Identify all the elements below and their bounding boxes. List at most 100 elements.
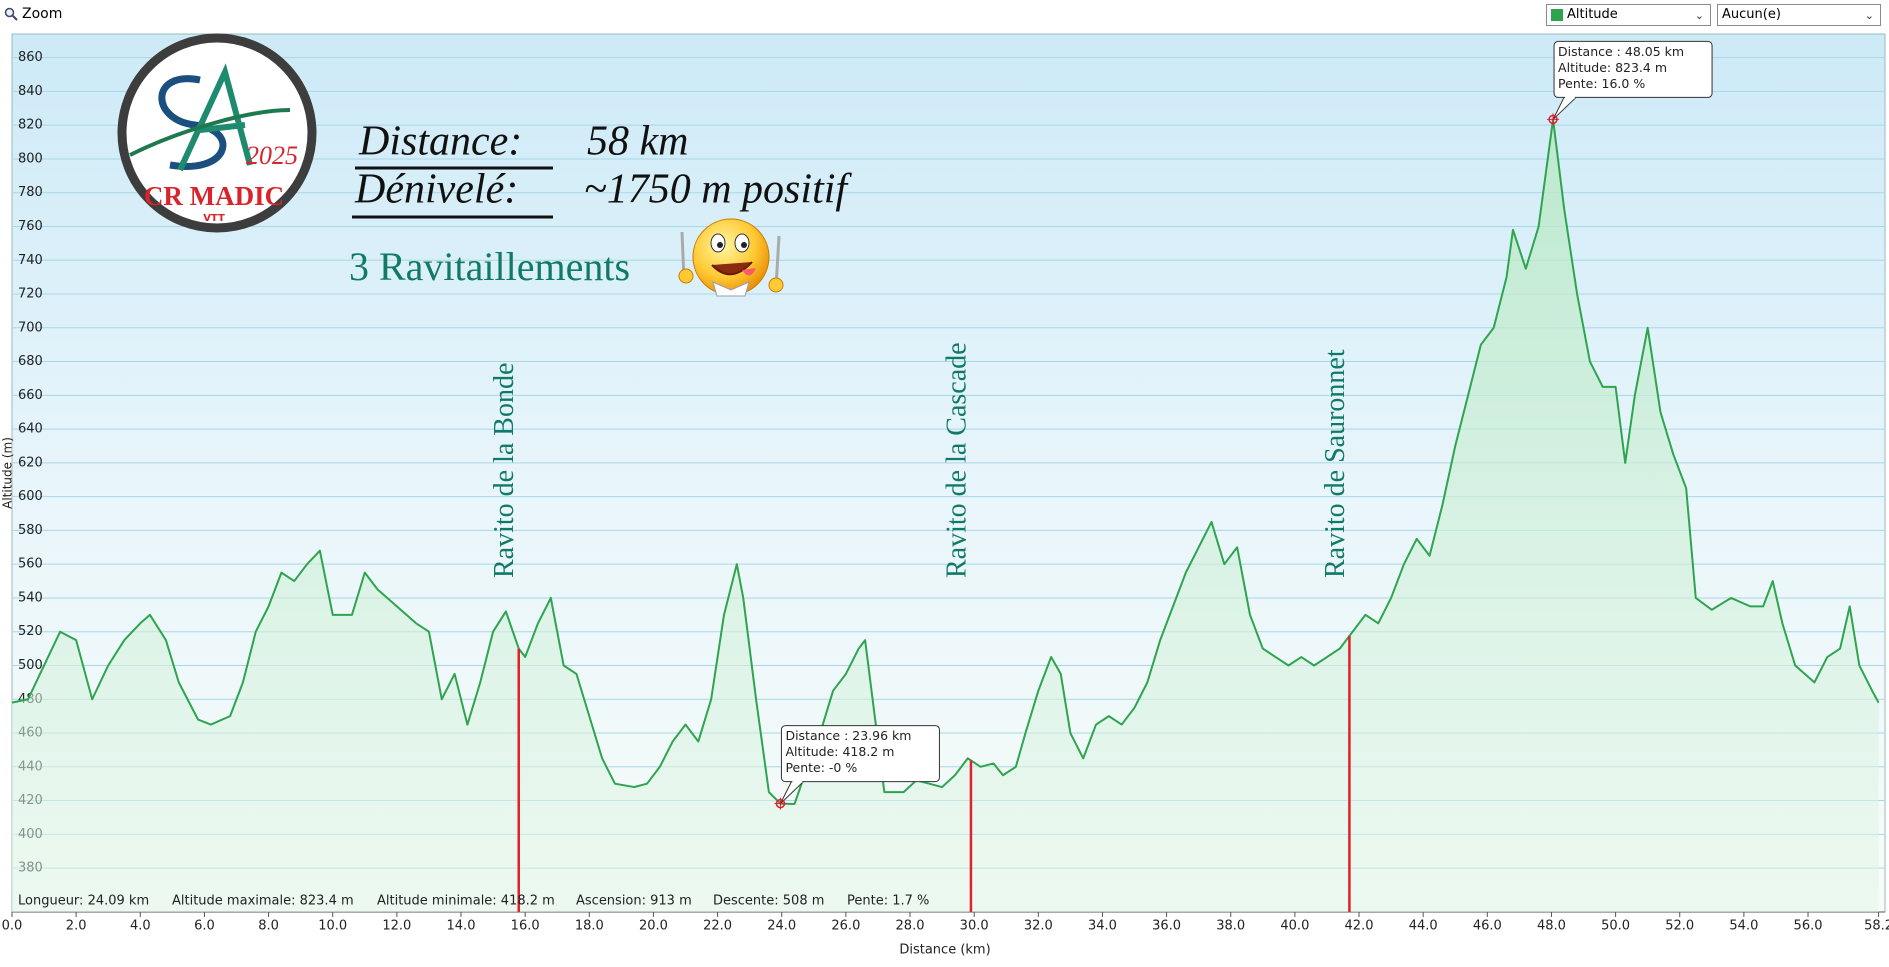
stat: Altitude maximale: 823.4 m <box>172 894 354 909</box>
overlay-text: Distance: 58 km Dénivelé: ~1750 m positi… <box>349 119 852 290</box>
x-axis-title: Distance (km) <box>899 943 990 958</box>
denivele-value: ~1750 m positif <box>584 167 852 213</box>
emoji <box>678 218 784 297</box>
zoom-label: Zoom <box>22 6 63 22</box>
logo-sub: VTT <box>203 213 225 224</box>
line <box>11 118 1880 805</box>
overlay-select[interactable]: Aucun(e) ⌄ <box>1717 4 1881 26</box>
tooltip-box <box>1553 40 1713 98</box>
select-value: Aucun(e) <box>1722 7 1781 22</box>
emoji-face <box>692 218 770 296</box>
x-tick-label: 44.0 <box>1409 919 1438 934</box>
x-tick-label: 38.0 <box>1216 919 1245 934</box>
series-select[interactable]: Altitude ⌄ <box>1546 4 1711 26</box>
x-tick-label: 56.0 <box>1794 919 1823 934</box>
y-tick-label: 700 <box>18 320 43 335</box>
zoom-icon <box>4 7 18 21</box>
x-tick-label: 8.0 <box>258 919 279 934</box>
x-tick-label: 24.0 <box>767 919 796 934</box>
x-tick-label: 40.0 <box>1280 919 1309 934</box>
stat: Pente: 1.7 % <box>847 894 929 909</box>
stat: Ascension: 913 m <box>576 894 692 909</box>
y-tick-label: 820 <box>18 118 43 133</box>
x-tick-label: 22.0 <box>703 919 732 934</box>
denivele-label: Dénivelé: <box>354 167 518 213</box>
x-tick-label: 48.0 <box>1537 919 1566 934</box>
toolbar: Zoom Altitude ⌄ Aucun(e) ⌄ <box>0 0 1889 32</box>
y-tick-label: 540 <box>18 590 43 605</box>
ravito-label: Ravito de Sauronnet <box>1320 349 1351 578</box>
x-tick-label: 58.2 <box>1864 919 1889 934</box>
ravitaillements: 3 Ravitaillements <box>349 244 630 289</box>
stat: Longueur: 24.09 km <box>18 894 149 909</box>
ravito-label: Ravito de la Bonde <box>489 363 520 578</box>
tooltip-point <box>774 797 787 810</box>
x-tick-label: 4.0 <box>130 919 151 934</box>
stat: Descente: 508 m <box>713 894 824 909</box>
tooltip-pointer-mask <box>792 780 803 783</box>
y-tick-label: 580 <box>18 523 43 538</box>
series-swatch <box>1551 9 1563 21</box>
tooltip-line: Distance : 48.05 km <box>1558 44 1684 59</box>
y-tick-label: 660 <box>18 388 43 403</box>
emoji-bib <box>712 281 750 297</box>
y-axis-title: Altitude (m) <box>1 437 15 509</box>
x-tick-label: 2.0 <box>66 919 87 934</box>
logo-a <box>177 63 253 172</box>
x-tick-label: 28.0 <box>896 919 925 934</box>
dropdown-arrow: ⌄ <box>1864 9 1874 22</box>
x-tick-label: 0.0 <box>2 919 23 934</box>
point-cross <box>774 797 787 810</box>
x-tick-label: 20.0 <box>639 919 668 934</box>
logo: 2025 CR MADIC VTT <box>117 33 317 233</box>
y-tick-label: 680 <box>18 354 43 369</box>
y-tick-label: 740 <box>18 253 43 268</box>
x-tick-label: 32.0 <box>1024 919 1053 934</box>
y-tick-label: 760 <box>18 219 43 234</box>
x-tick-label: 10.0 <box>318 919 347 934</box>
dropdown-arrow: ⌄ <box>1694 9 1704 22</box>
y-tick-label: 500 <box>18 658 43 673</box>
y-tick-label: 640 <box>18 422 43 437</box>
y-tick-label: 720 <box>18 287 43 302</box>
x-tick-label: 30.0 <box>960 919 989 934</box>
y-tick-label: 620 <box>18 455 43 470</box>
x-tick-label: 42.0 <box>1345 919 1374 934</box>
distance-value: 58 km <box>587 119 688 165</box>
tooltip-point <box>1547 113 1560 126</box>
y-tick-label: 520 <box>18 624 43 639</box>
x-tick-label: 34.0 <box>1088 919 1117 934</box>
logo-s <box>158 75 227 170</box>
area <box>12 119 1879 912</box>
y-tick-label: 560 <box>18 557 43 572</box>
y-tick-label: 800 <box>18 151 43 166</box>
tooltip-box <box>780 725 940 783</box>
select-value: Altitude <box>1567 7 1618 22</box>
x-tick-label: 16.0 <box>511 919 540 934</box>
x-tick-label: 54.0 <box>1729 919 1758 934</box>
x-tick-label: 14.0 <box>447 919 476 934</box>
tooltip-line: Distance : 23.96 km <box>785 728 911 743</box>
distance-label: Distance: <box>358 119 522 165</box>
zoom-button[interactable]: Zoom <box>4 6 62 22</box>
ravito-label: Ravito de la Cascade <box>941 342 972 578</box>
x-tick-label: 46.0 <box>1473 919 1502 934</box>
x-tick-label: 12.0 <box>382 919 411 934</box>
y-tick-label: 600 <box>18 489 43 504</box>
x-tick-label: 36.0 <box>1152 919 1181 934</box>
x-tick-label: 52.0 <box>1665 919 1694 934</box>
tooltip-line: Pente: -0 % <box>785 760 857 775</box>
y-tick-label: 780 <box>18 185 43 200</box>
tooltip-pointer-mask <box>1565 96 1576 99</box>
x-tick-label: 18.0 <box>575 919 604 934</box>
tooltip-line: Altitude: 418.2 m <box>785 744 894 759</box>
tooltip-line: Pente: 16.0 % <box>1558 76 1645 91</box>
tooltip-line: Altitude: 823.4 m <box>1558 60 1667 75</box>
y-tick-label: 860 <box>18 50 43 65</box>
stat: Altitude minimale: 418.2 m <box>377 894 555 909</box>
x-tick-label: 50.0 <box>1601 919 1630 934</box>
x-tick-label: 6.0 <box>194 919 215 934</box>
logo-swoosh <box>129 108 291 157</box>
